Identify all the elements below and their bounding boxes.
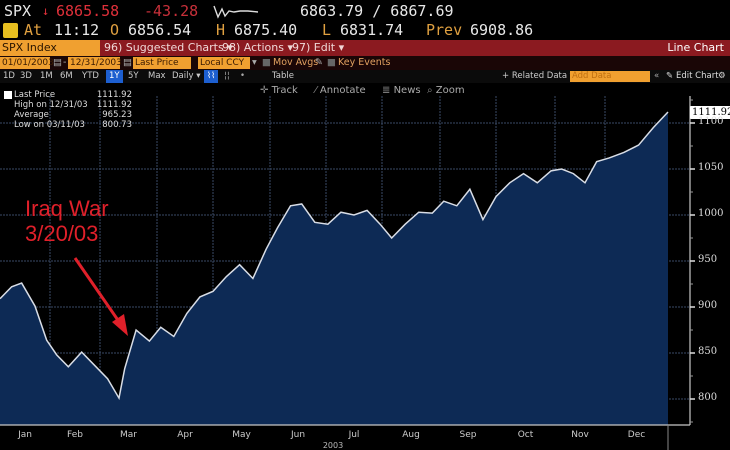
ohlc-line: At 11:12 O 6856.54 H 6875.40 L 6831.74 P… — [0, 20, 730, 40]
date-separator: - — [63, 57, 67, 68]
y-tick-label: 850 — [698, 346, 718, 357]
table-toggle[interactable]: Table — [272, 71, 294, 81]
x-tick-label: Sep — [459, 430, 477, 440]
x-tick-label: May — [232, 430, 251, 440]
period-3d[interactable]: 3D — [20, 71, 32, 81]
x-tick-label: Mar — [120, 430, 137, 440]
x-tick-label: Oct — [517, 430, 534, 440]
ticker-symbol: SPX — [4, 2, 32, 20]
chart-style-icon[interactable]: ⌇⌇ — [204, 70, 219, 83]
x-tick-label: Jul — [348, 430, 360, 440]
period-1m[interactable]: 1M — [40, 71, 53, 81]
security-field[interactable]: SPX Index — [0, 40, 100, 56]
x-tick-label: Aug — [402, 430, 420, 440]
edit-chart-button[interactable]: Edit Chart — [676, 71, 719, 81]
chart-controls: 01/01/2003 ▤ - 12/31/2003 ▤ Last Price L… — [0, 56, 730, 70]
start-date-input[interactable]: 01/01/2003 — [0, 57, 54, 69]
bar-style-icon[interactable]: ¦¦ — [224, 71, 230, 81]
last-value-marker: 1111.92 — [690, 106, 730, 119]
chart-type-label[interactable]: Line Chart — [667, 41, 724, 54]
field-select[interactable]: Last Price — [133, 57, 191, 69]
x-tick-label: Jan — [18, 430, 32, 440]
actions-menu[interactable]: 98) Actions ▾ — [222, 41, 293, 54]
add-data-input[interactable]: Add Data — [570, 71, 650, 82]
sparkline-icon — [213, 5, 259, 19]
x-tick-label: Dec — [627, 430, 646, 440]
legend-row: Low on 03/11/03 800.73 — [14, 120, 132, 130]
pencil-icon[interactable]: ✎ — [315, 57, 323, 68]
y-tick-label: 900 — [698, 300, 718, 311]
menu-bar: SPX Index 96) Suggested Charts ▾ 98) Act… — [0, 40, 730, 56]
news-tool[interactable]: ≣ News — [382, 85, 421, 96]
y-tick-label: 1000 — [698, 208, 724, 219]
separator-dot: • — [240, 71, 246, 81]
low-label: L — [322, 21, 332, 39]
currency-select[interactable]: Local CCY — [198, 57, 250, 69]
x-tick-label: Apr — [177, 430, 193, 440]
annotation-arrow-icon — [112, 314, 128, 336]
high-value: 6875.40 — [234, 21, 298, 39]
period-5y[interactable]: 5Y — [128, 71, 139, 81]
high-label: H — [216, 21, 226, 39]
calendar-icon[interactable]: ▤ — [53, 57, 62, 68]
collapse-icon[interactable]: « — [654, 71, 660, 81]
x-tick-label: Jun — [290, 430, 306, 440]
period-max[interactable]: Max — [148, 71, 166, 81]
open-value: 6856.54 — [128, 21, 192, 39]
down-arrow-icon: ↓ — [42, 4, 50, 18]
series-swatch-icon — [4, 91, 12, 99]
annotate-tool[interactable]: ⁄ Annotate — [315, 85, 366, 96]
y-tick-label: 950 — [698, 254, 718, 265]
edit-menu[interactable]: 97) Edit ▾ — [292, 41, 345, 54]
bid-ask: 6863.79 / 6867.69 — [300, 2, 454, 20]
pencil-icon[interactable]: ✎ — [666, 71, 674, 81]
bloomberg-logo-icon[interactable] — [3, 23, 18, 38]
y-tick-label: 1050 — [698, 162, 724, 173]
chart-legend: Last Price 1111.92 High on 12/31/03 1111… — [4, 90, 132, 130]
period-bar: 1D 3D 1M 6M YTD 1Y 5Y Max Daily ▾ ⌇⌇ ¦¦ … — [0, 70, 730, 83]
suggested-charts-menu[interactable]: 96) Suggested Charts ▾ — [104, 41, 233, 54]
x-tick-label: Nov — [571, 430, 589, 440]
last-price: 6865.58 — [56, 2, 120, 20]
dropdown-icon[interactable]: ▾ — [252, 57, 257, 68]
key-events-toggle[interactable]: Key Events — [338, 57, 391, 68]
legend-row[interactable]: Last Price 1111.92 — [4, 90, 132, 100]
gear-icon[interactable]: ⚙ — [718, 71, 726, 81]
checkbox-icon[interactable]: ■ — [327, 57, 336, 68]
zoom-tool[interactable]: ⌕ Zoom — [427, 85, 465, 96]
calendar-icon[interactable]: ▤ — [123, 57, 132, 68]
x-axis-year-label: 2003 — [322, 441, 344, 450]
prev-value: 6908.86 — [470, 21, 534, 39]
legend-row: Average 965.23 — [14, 110, 132, 120]
frequency-select[interactable]: Daily ▾ — [172, 71, 201, 81]
quote-time: 11:12 — [54, 21, 100, 39]
legend-row: High on 12/31/03 1111.92 — [14, 100, 132, 110]
at-label: At — [24, 21, 43, 39]
iraq-war-annotation: Iraq War 3/20/03 — [25, 196, 109, 246]
mov-avgs-toggle[interactable]: Mov Avgs — [273, 57, 319, 68]
open-label: O — [110, 21, 120, 39]
end-date-input[interactable]: 12/31/2003 — [68, 57, 122, 69]
net-change: -43.28 — [144, 2, 199, 20]
quote-line: SPX ↓ 6865.58 -43.28 6863.79 / 6867.69 — [0, 0, 730, 20]
y-tick-label: 1100 — [698, 116, 724, 127]
period-6m[interactable]: 6M — [60, 71, 73, 81]
prev-label: Prev — [426, 21, 463, 39]
x-tick-label: Feb — [67, 430, 83, 440]
y-tick-label: 800 — [698, 392, 718, 403]
period-ytd[interactable]: YTD — [82, 71, 99, 81]
period-1d[interactable]: 1D — [3, 71, 15, 81]
low-value: 6831.74 — [340, 21, 404, 39]
track-tool[interactable]: ✛ Track — [260, 85, 298, 96]
checkbox-icon[interactable]: ■ — [262, 57, 271, 68]
period-1y[interactable]: 1Y — [106, 70, 123, 83]
related-data-menu[interactable]: + Related Data ▾ — [502, 71, 575, 81]
